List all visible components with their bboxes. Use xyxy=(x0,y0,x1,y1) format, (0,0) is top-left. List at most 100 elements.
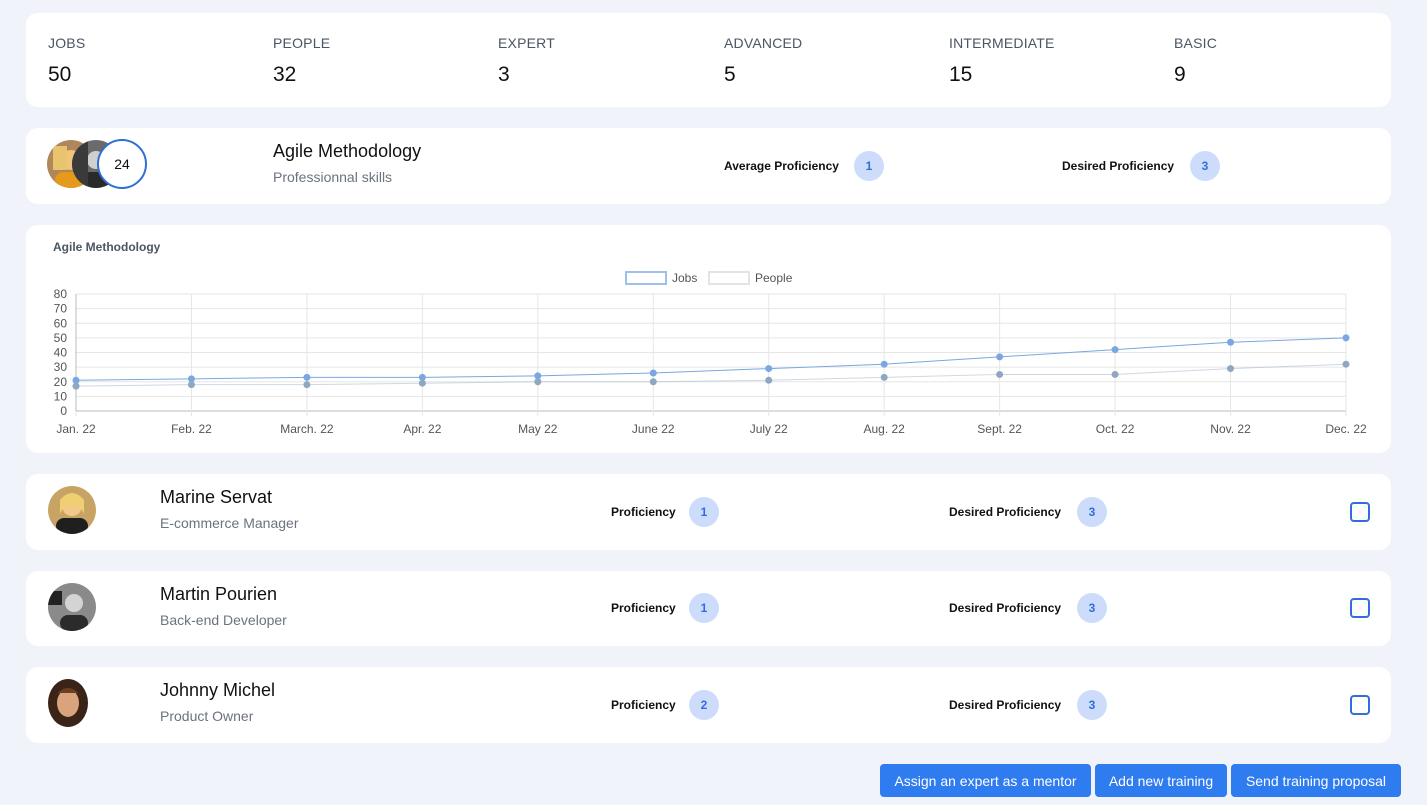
x-tick-label: Nov. 22 xyxy=(1210,422,1251,436)
stat-expert: EXPERT 3 xyxy=(498,35,555,87)
y-tick-label: 10 xyxy=(54,389,68,403)
average-proficiency-badge: 1 xyxy=(854,151,884,181)
stat-label: PEOPLE xyxy=(273,35,331,51)
x-tick-label: Jan. 22 xyxy=(56,422,96,436)
y-tick-label: 50 xyxy=(54,331,68,345)
stat-value: 5 xyxy=(724,63,736,86)
skill-card: 24 Agile Methodology Professionnal skill… xyxy=(26,128,1391,204)
person-row: Martin Pourien Back-end Developer Profic… xyxy=(26,571,1391,646)
proficiency-label: Proficiency xyxy=(611,601,676,615)
proficiency-badge: 2 xyxy=(689,690,719,720)
data-point-people xyxy=(187,381,195,389)
select-person-checkbox[interactable] xyxy=(1350,502,1370,522)
data-point-jobs xyxy=(1111,346,1119,354)
stats-card: JOBS 50 PEOPLE 32 EXPERT 3 ADVANCED 5 IN… xyxy=(26,13,1391,107)
avatar xyxy=(48,486,96,534)
person-name: Johnny Michel xyxy=(160,680,276,700)
y-tick-label: 60 xyxy=(54,316,68,330)
select-person-checkbox[interactable] xyxy=(1350,598,1370,618)
data-point-people xyxy=(303,381,311,389)
desired-proficiency-badge: 3 xyxy=(1077,593,1107,623)
data-point-people xyxy=(72,382,80,390)
x-tick-label: Sept. 22 xyxy=(977,422,1022,436)
data-point-people xyxy=(880,373,888,381)
stat-basic: BASIC 9 xyxy=(1174,35,1217,87)
data-point-people xyxy=(534,378,542,386)
x-tick-label: Aug. 22 xyxy=(863,422,905,436)
avatar xyxy=(48,583,96,631)
person-photo-icon xyxy=(48,679,88,727)
chart-title: Agile Methodology xyxy=(53,240,161,254)
stat-label: JOBS xyxy=(48,35,86,51)
legend-swatch xyxy=(708,271,750,285)
stat-value: 15 xyxy=(949,63,973,86)
person-photo-icon xyxy=(48,583,96,631)
stat-people: PEOPLE 32 xyxy=(273,35,330,87)
proficiency-label: Proficiency xyxy=(611,698,676,712)
add-training-button[interactable]: Add new training xyxy=(1095,764,1227,797)
desired-proficiency-label: Desired Proficiency xyxy=(1062,159,1175,173)
person-role: Back-end Developer xyxy=(160,612,287,628)
y-tick-label: 30 xyxy=(54,360,68,374)
x-tick-label: Dec. 22 xyxy=(1325,422,1367,436)
desired-proficiency-label: Desired Proficiency xyxy=(949,601,1062,615)
desired-proficiency-label: Desired Proficiency xyxy=(949,698,1062,712)
y-tick-label: 80 xyxy=(54,287,68,301)
proficiency-badge: 1 xyxy=(689,593,719,623)
data-point-people xyxy=(418,379,426,387)
select-person-checkbox[interactable] xyxy=(1350,695,1370,715)
legend-swatch xyxy=(625,271,667,285)
data-point-jobs xyxy=(880,360,888,368)
stat-label: BASIC xyxy=(1174,35,1218,51)
x-tick-label: May 22 xyxy=(518,422,558,436)
send-training-proposal-button[interactable]: Send training proposal xyxy=(1231,764,1401,797)
person-photo-icon xyxy=(48,486,96,534)
person-row: Marine Servat E-commerce Manager Profici… xyxy=(26,474,1391,550)
data-point-jobs xyxy=(534,372,542,380)
x-tick-label: June 22 xyxy=(632,422,675,436)
desired-proficiency-badge: 3 xyxy=(1190,151,1220,181)
average-proficiency-label: Average Proficiency xyxy=(724,159,839,173)
x-tick-label: July 22 xyxy=(750,422,788,436)
legend-label: Jobs xyxy=(672,271,697,285)
skill-category: Professionnal skills xyxy=(273,169,393,185)
proficiency-badge: 1 xyxy=(689,497,719,527)
data-point-jobs xyxy=(996,353,1004,361)
stat-intermediate: INTERMEDIATE 15 xyxy=(949,35,1055,87)
y-tick-label: 0 xyxy=(60,404,67,418)
person-role: E-commerce Manager xyxy=(160,515,299,531)
avatar xyxy=(48,679,88,727)
data-point-people xyxy=(649,378,657,386)
stat-value: 3 xyxy=(498,63,510,86)
assign-mentor-button[interactable]: Assign an expert as a mentor xyxy=(880,764,1091,797)
stat-value: 9 xyxy=(1174,63,1186,86)
data-point-jobs xyxy=(1342,334,1350,342)
desired-proficiency-badge: 3 xyxy=(1077,497,1107,527)
data-point-people xyxy=(1342,360,1350,368)
skill-title: Agile Methodology xyxy=(273,141,422,161)
stat-value: 50 xyxy=(48,63,72,86)
series-line-jobs xyxy=(75,337,1347,381)
x-tick-label: Feb. 22 xyxy=(171,422,212,436)
desired-proficiency-badge: 3 xyxy=(1077,690,1107,720)
proficiency-label: Proficiency xyxy=(611,505,676,519)
people-count-badge[interactable]: 24 xyxy=(97,139,147,189)
person-row: Johnny Michel Product Owner Proficiency … xyxy=(26,667,1391,743)
data-point-jobs xyxy=(418,373,426,381)
person-name: Marine Servat xyxy=(160,487,273,507)
y-tick-label: 70 xyxy=(54,302,68,316)
series-line-people xyxy=(75,363,1347,387)
data-point-jobs xyxy=(187,375,195,383)
stat-value: 32 xyxy=(273,63,297,86)
data-point-jobs xyxy=(649,369,657,377)
stat-jobs: JOBS 50 xyxy=(48,35,85,87)
y-tick-label: 20 xyxy=(54,375,68,389)
person-role: Product Owner xyxy=(160,708,254,724)
stat-label: ADVANCED xyxy=(724,35,803,51)
y-tick-label: 40 xyxy=(54,346,68,360)
data-point-jobs xyxy=(72,376,80,384)
data-point-people xyxy=(1227,365,1235,373)
stat-advanced: ADVANCED 5 xyxy=(724,35,802,87)
x-tick-label: March. 22 xyxy=(280,422,334,436)
